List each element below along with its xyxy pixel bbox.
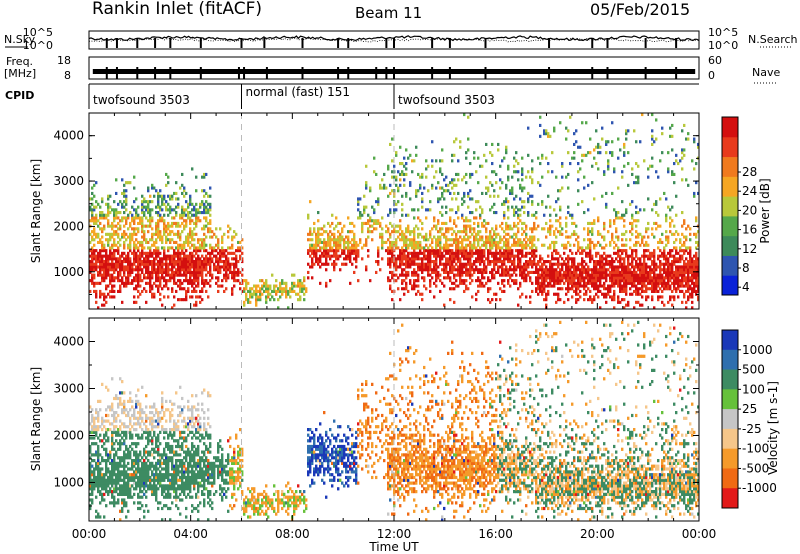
cpid-label: CPID xyxy=(5,89,34,102)
range-tick-label: 1000 xyxy=(53,475,84,489)
noise-tick-top-right: 10^5 xyxy=(708,26,738,39)
power-ylabel: Slant Range [km] xyxy=(29,159,43,263)
colorbar-segment xyxy=(722,488,738,509)
range-tick-label: 3000 xyxy=(53,381,84,395)
cpid-segment-label: twofsound 3503 xyxy=(93,93,190,107)
range-tick-label: 2000 xyxy=(53,219,84,233)
colorbar-tick-label: 24 xyxy=(742,184,757,198)
noise-tick-bottom-right: 10^0 xyxy=(708,39,738,52)
radar-title: Rankin Inlet (fitACF) xyxy=(92,0,262,19)
colorbar-tick-label: 8 xyxy=(742,261,750,275)
colorbar-tick-label: -100 xyxy=(742,442,769,456)
range-tick-label: 4000 xyxy=(53,129,84,143)
colorbar-segment xyxy=(722,196,738,217)
power-colorbar: 28 24 20 16 12 8 4 xyxy=(721,116,757,296)
colorbar-tick-label: 4 xyxy=(742,280,750,294)
colorbar-tick-label: 100 xyxy=(742,382,765,396)
freq-unit: [MHz] xyxy=(4,67,36,80)
nave-tick-top: 60 xyxy=(708,54,722,67)
colorbar-segment xyxy=(722,255,738,276)
time-tick-label: 00:00 xyxy=(72,527,107,541)
colorbar-segment xyxy=(722,275,738,296)
colorbar-segment xyxy=(722,156,738,177)
colorbar-tick-label: 25 xyxy=(742,402,757,416)
range-tick-label: 4000 xyxy=(53,334,84,348)
colorbar-segment xyxy=(722,448,738,469)
range-tick-label: 2000 xyxy=(53,428,84,442)
time-tick-label: 08:00 xyxy=(275,527,310,541)
nsearch-label: N.Search xyxy=(748,33,798,46)
noise-tick-top-left: 10^5 xyxy=(23,26,53,39)
noise-tick-bottom-left: 10^0 xyxy=(23,39,53,52)
colorbar-segment xyxy=(722,330,738,351)
time-tick-label: 04:00 xyxy=(173,527,208,541)
beam-label: Beam 11 xyxy=(355,4,422,22)
time-axis-label: Time UT xyxy=(368,540,419,554)
time-tick-label: 16:00 xyxy=(478,527,513,541)
colorbar-segment xyxy=(722,176,738,197)
range-tick-label: 3000 xyxy=(53,174,84,188)
power-colorbar-title: Power [dB] xyxy=(758,178,772,243)
colorbar-tick-label: 12 xyxy=(742,242,757,256)
colorbar-segment xyxy=(722,409,738,430)
colorbar-tick-label: 28 xyxy=(742,165,757,179)
time-tick-label: 00:00 xyxy=(682,527,717,541)
colorbar-segment xyxy=(722,117,738,138)
velocity-panel: 1000 2000 3000 4000 Slant Range [km] xyxy=(29,317,700,522)
colorbar-segment xyxy=(722,349,738,371)
cpid-segment-label: twofsound 3503 xyxy=(398,93,495,107)
freq-tick-top: 18 xyxy=(57,54,71,67)
power-panel: 1000 2000 3000 4000 Slant Range [km] xyxy=(29,112,700,310)
time-tick-label: 20:00 xyxy=(580,527,615,541)
colorbar-tick-label: -25 xyxy=(742,422,762,436)
freq-panel: Freq. [MHz] 18 8 60 0 Nave xyxy=(4,54,780,84)
colorbar-segment xyxy=(722,215,738,237)
cpid-strip: CPID twofsound 3503 normal (fast) 151 twof… xyxy=(5,83,699,109)
colorbar-tick-label: -500 xyxy=(742,461,769,475)
velocity-colorbar-title: Velocity [m s-1] xyxy=(766,381,780,475)
velocity-colorbar: 1000 500 100 25 -25 -100 -500 -1000 xyxy=(721,329,777,509)
colorbar-segment xyxy=(722,235,738,256)
colorbar-tick-label: 20 xyxy=(742,203,757,217)
range-tick-label: 1000 xyxy=(53,265,84,279)
colorbar-segment xyxy=(722,428,738,450)
nave-label: Nave xyxy=(752,66,780,79)
time-tick-label: 12:00 xyxy=(377,527,412,541)
nsky-label: N.Sky xyxy=(4,33,36,46)
cpid-segment-label: normal (fast) 151 xyxy=(246,85,350,99)
colorbar-tick-label: -1000 xyxy=(742,481,777,495)
freq-label: Freq. xyxy=(6,55,33,68)
colorbar-segment xyxy=(722,136,738,158)
colorbar-tick-label: 500 xyxy=(742,363,765,377)
noise-panel: N.Sky N.Search 10^5 10^0 10^5 10^0 xyxy=(4,26,798,52)
time-axis: 00:00 04:00 08:00 12:00 16:00 20:00 00:00 xyxy=(72,113,717,541)
velocity-ylabel: Slant Range [km] xyxy=(29,367,43,471)
colorbar-segment xyxy=(722,369,738,390)
colorbar-tick-label: 16 xyxy=(742,223,757,237)
nave-tick-bottom: 0 xyxy=(708,69,715,82)
colorbar-segment xyxy=(722,468,738,489)
colorbar-tick-label: 1000 xyxy=(742,343,773,357)
date-label: 05/Feb/2015 xyxy=(590,0,690,19)
colorbar-segment xyxy=(722,389,738,410)
freq-tick-bottom: 8 xyxy=(64,69,71,82)
